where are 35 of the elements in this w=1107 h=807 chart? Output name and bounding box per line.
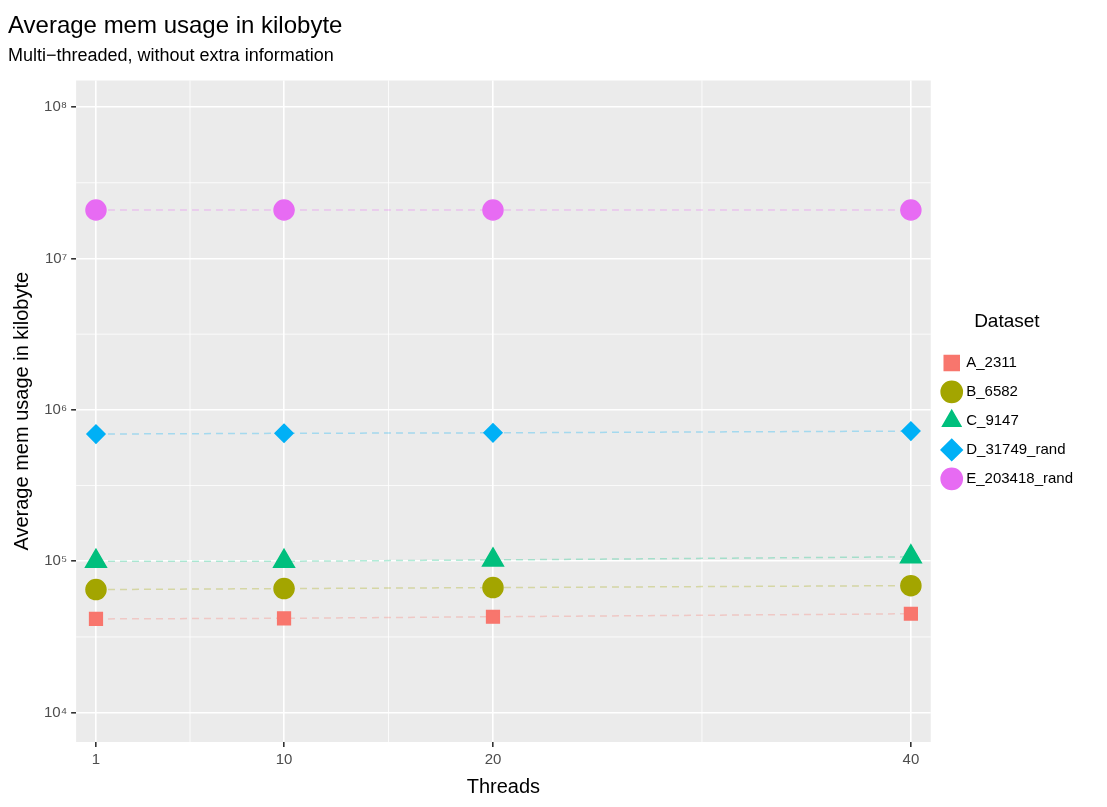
- point: [900, 199, 922, 221]
- legend-label: C_9147: [966, 411, 1019, 429]
- legend-title: Dataset: [974, 310, 1041, 332]
- y-tick-label: 10⁷: [45, 248, 68, 266]
- legend-label: D_31749_rand: [966, 440, 1066, 458]
- point: [482, 576, 504, 599]
- legend-label: E_203418_rand: [966, 469, 1073, 487]
- point: [901, 421, 921, 441]
- chart-title: Average mem usage in kilobyte: [8, 11, 343, 39]
- y-tick-label: 10⁶: [44, 400, 68, 417]
- point: [485, 609, 501, 624]
- y-axis-title: Average mem usage in kilobyte: [9, 271, 32, 551]
- legend-label: A_2311: [966, 353, 1017, 371]
- point: [85, 578, 107, 601]
- point: [86, 424, 106, 444]
- point: [85, 199, 107, 221]
- x-tick-label: 20: [484, 750, 502, 768]
- x-tick-label: 1: [91, 750, 101, 768]
- point: [903, 606, 918, 621]
- point: [900, 574, 922, 597]
- point: [483, 423, 503, 443]
- point: [482, 199, 504, 221]
- y-tick-label: 10⁴: [43, 702, 68, 720]
- y-tick-label: 10⁸: [44, 97, 68, 115]
- x-tick-label: 10: [275, 750, 293, 768]
- point: [273, 577, 295, 600]
- legend-label: B_6582: [966, 382, 1018, 400]
- point: [274, 423, 294, 444]
- x-axis-title: Threads: [466, 774, 541, 797]
- point: [276, 611, 292, 626]
- x-tick-label: 40: [902, 750, 920, 768]
- y-tick-label: 10⁵: [44, 551, 68, 569]
- point: [88, 611, 104, 627]
- chart-subtitle: Multi−threaded, without extra information: [8, 44, 334, 65]
- point: [273, 199, 295, 221]
